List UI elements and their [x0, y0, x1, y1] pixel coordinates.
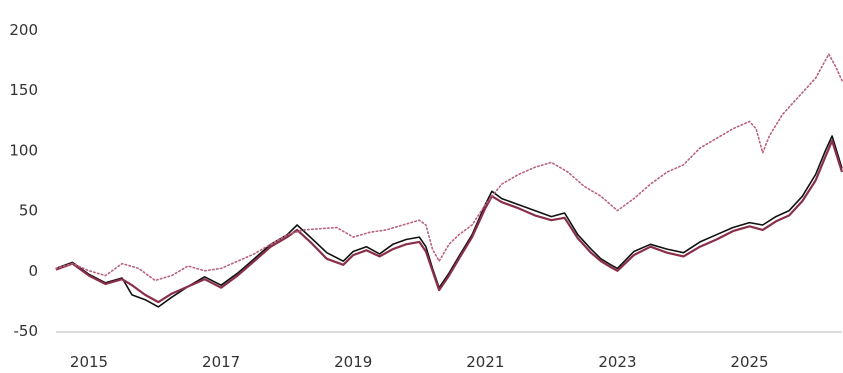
y-tick-label: 50: [19, 202, 38, 220]
y-axis: -50 0 50 100 150 200: [9, 21, 38, 340]
x-tick-label: 2019: [334, 353, 372, 371]
y-tick-label: 100: [9, 141, 38, 159]
y-tick-label: 200: [9, 21, 38, 39]
series-line-3: [56, 54, 842, 280]
y-tick-label: -50: [14, 322, 39, 340]
x-axis: 2015 2017 2019 2021 2023 2025: [56, 332, 842, 371]
series-line-2: [56, 141, 842, 302]
x-tick-label: 2023: [598, 353, 636, 371]
x-tick-label: 2015: [70, 353, 108, 371]
x-tick-label: 2017: [202, 353, 240, 371]
y-tick-label: 150: [9, 81, 38, 99]
x-tick-label: 2021: [466, 353, 504, 371]
series-line-1: [56, 136, 842, 307]
y-tick-label: 0: [28, 262, 38, 280]
series-layer: [56, 54, 842, 307]
x-tick-label: 2025: [730, 353, 768, 371]
